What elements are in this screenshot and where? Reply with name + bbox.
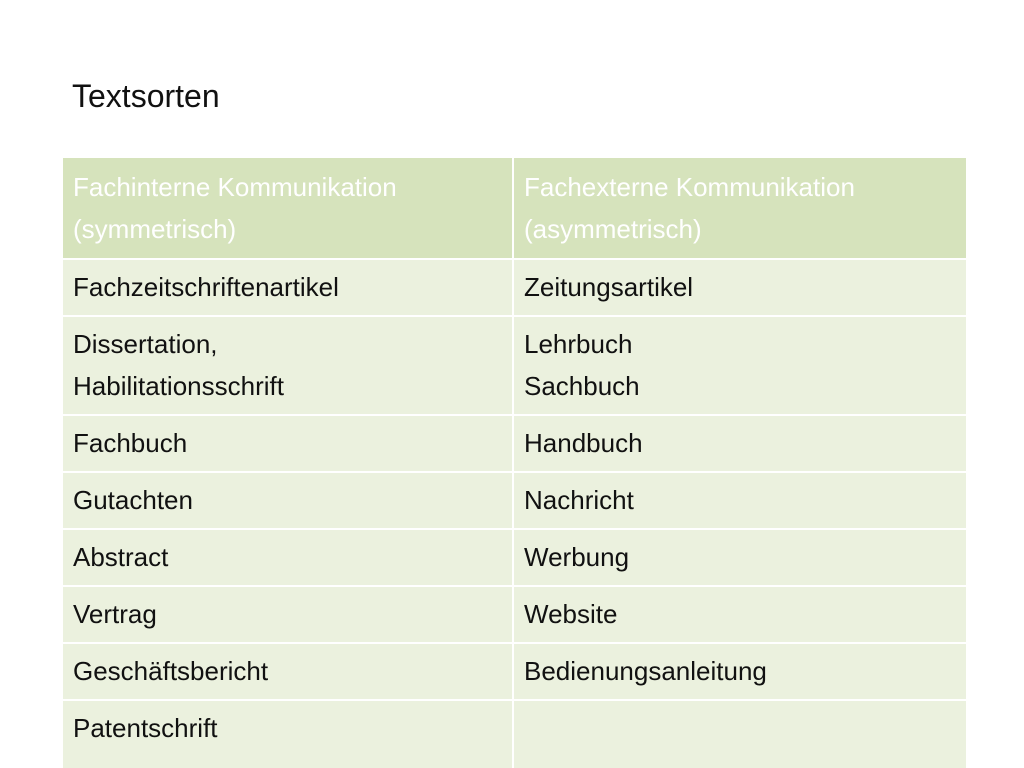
table-cell-external: Lehrbuch Sachbuch <box>512 315 966 416</box>
table-cell-external <box>512 699 966 768</box>
table-cell-internal: Patentschrift <box>61 699 514 768</box>
table-row: Abstract Werbung <box>61 528 966 587</box>
table-row: Geschäftsbericht Bedienungsanleitung <box>61 642 966 701</box>
column-header-external: Fachexterne Kommunikation (asymmetrisch) <box>512 156 966 260</box>
table-cell-internal: Vertrag <box>61 585 514 644</box>
column-header-internal: Fachinterne Kommunikation (symmetrisch) <box>61 156 514 260</box>
text-types-table-container: Fachinterne Kommunikation (symmetrisch) … <box>61 156 966 768</box>
table-row: Gutachten Nachricht <box>61 471 966 530</box>
table-cell-external: Zeitungsartikel <box>512 258 966 317</box>
table-cell-external: Website <box>512 585 966 644</box>
table-cell-internal: Geschäftsbericht <box>61 642 514 701</box>
table-cell-internal: Fachzeitschriftenartikel <box>61 258 514 317</box>
table-cell-internal: Dissertation, Habilitationsschrift <box>61 315 514 416</box>
table-cell-external: Werbung <box>512 528 966 587</box>
table-cell-external: Handbuch <box>512 414 966 473</box>
text-types-table: Fachinterne Kommunikation (symmetrisch) … <box>61 156 966 768</box>
table-cell-external: Bedienungsanleitung <box>512 642 966 701</box>
table-row: Dissertation, Habilitationsschrift Lehrb… <box>61 315 966 416</box>
table-cell-internal: Gutachten <box>61 471 514 530</box>
table-cell-internal: Fachbuch <box>61 414 514 473</box>
table-row: Vertrag Website <box>61 585 966 644</box>
table-row: Fachbuch Handbuch <box>61 414 966 473</box>
slide-title: Textsorten <box>72 78 220 114</box>
table-cell-internal: Abstract <box>61 528 514 587</box>
table-row: Fachzeitschriftenartikel Zeitungsartikel <box>61 258 966 317</box>
table-header-row: Fachinterne Kommunikation (symmetrisch) … <box>61 156 966 260</box>
table-cell-external: Nachricht <box>512 471 966 530</box>
table-row: Patentschrift <box>61 699 966 768</box>
